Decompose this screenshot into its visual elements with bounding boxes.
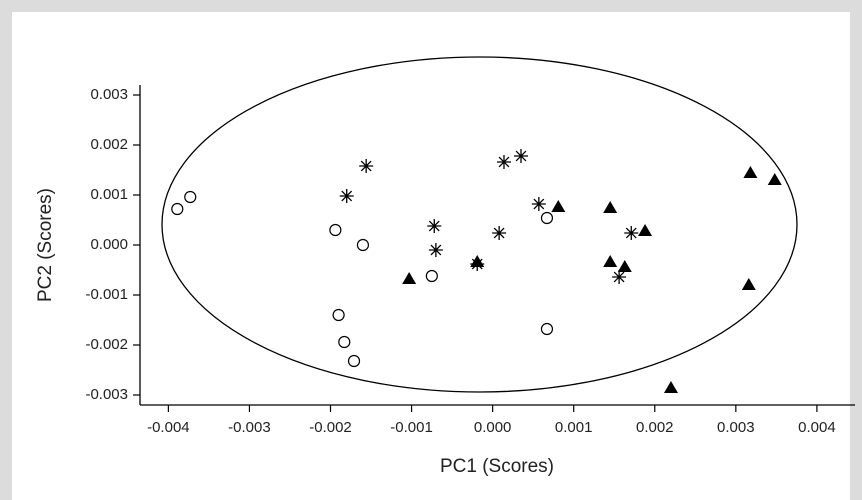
point [514,149,529,163]
point [329,223,342,237]
point [603,255,618,267]
point [171,202,184,216]
x-tick-label: 0.003 [717,419,755,436]
confidence-ellipse [161,56,798,393]
point [492,226,507,240]
point [767,173,782,185]
point [332,308,345,322]
y-tick-label: 0.003 [90,86,128,103]
point [425,269,438,283]
x-tick-label: -0.001 [390,419,433,436]
point [638,224,653,236]
point [540,211,554,225]
point [470,255,485,267]
point [743,166,758,178]
point [663,381,678,393]
point [184,190,197,204]
point [496,155,511,169]
y-tick-label: -0.003 [85,386,128,403]
y-tick-label: -0.001 [85,286,128,303]
x-tick-label: -0.003 [228,419,271,436]
point [551,200,566,212]
point [603,201,618,213]
point [531,197,546,211]
point [741,278,756,290]
point [402,272,417,284]
point [356,238,370,252]
y-tick-label: -0.002 [85,336,128,353]
point [624,226,639,240]
x-tick-label: -0.004 [147,419,190,436]
x-tick-label: -0.002 [309,419,352,436]
y-axis-title: PC2 (Scores) [35,188,56,302]
point [540,322,554,336]
point [427,219,442,233]
point [347,354,361,368]
x-tick-label: 0.000 [474,419,512,436]
x-tick-label: 0.001 [555,419,593,436]
y-tick-label: 0.001 [90,186,128,203]
point [617,260,632,272]
point [612,270,627,284]
point [339,189,354,203]
y-tick-label: 0.000 [90,236,128,253]
plot-background [12,12,850,500]
x-tick-label: 0.004 [798,419,836,436]
point [428,243,443,257]
x-tick-label: 0.002 [636,419,674,436]
y-tick-label: 0.002 [90,136,128,153]
point [338,335,351,349]
x-axis-title: PC1 (Scores) [440,456,554,477]
point [359,159,374,173]
